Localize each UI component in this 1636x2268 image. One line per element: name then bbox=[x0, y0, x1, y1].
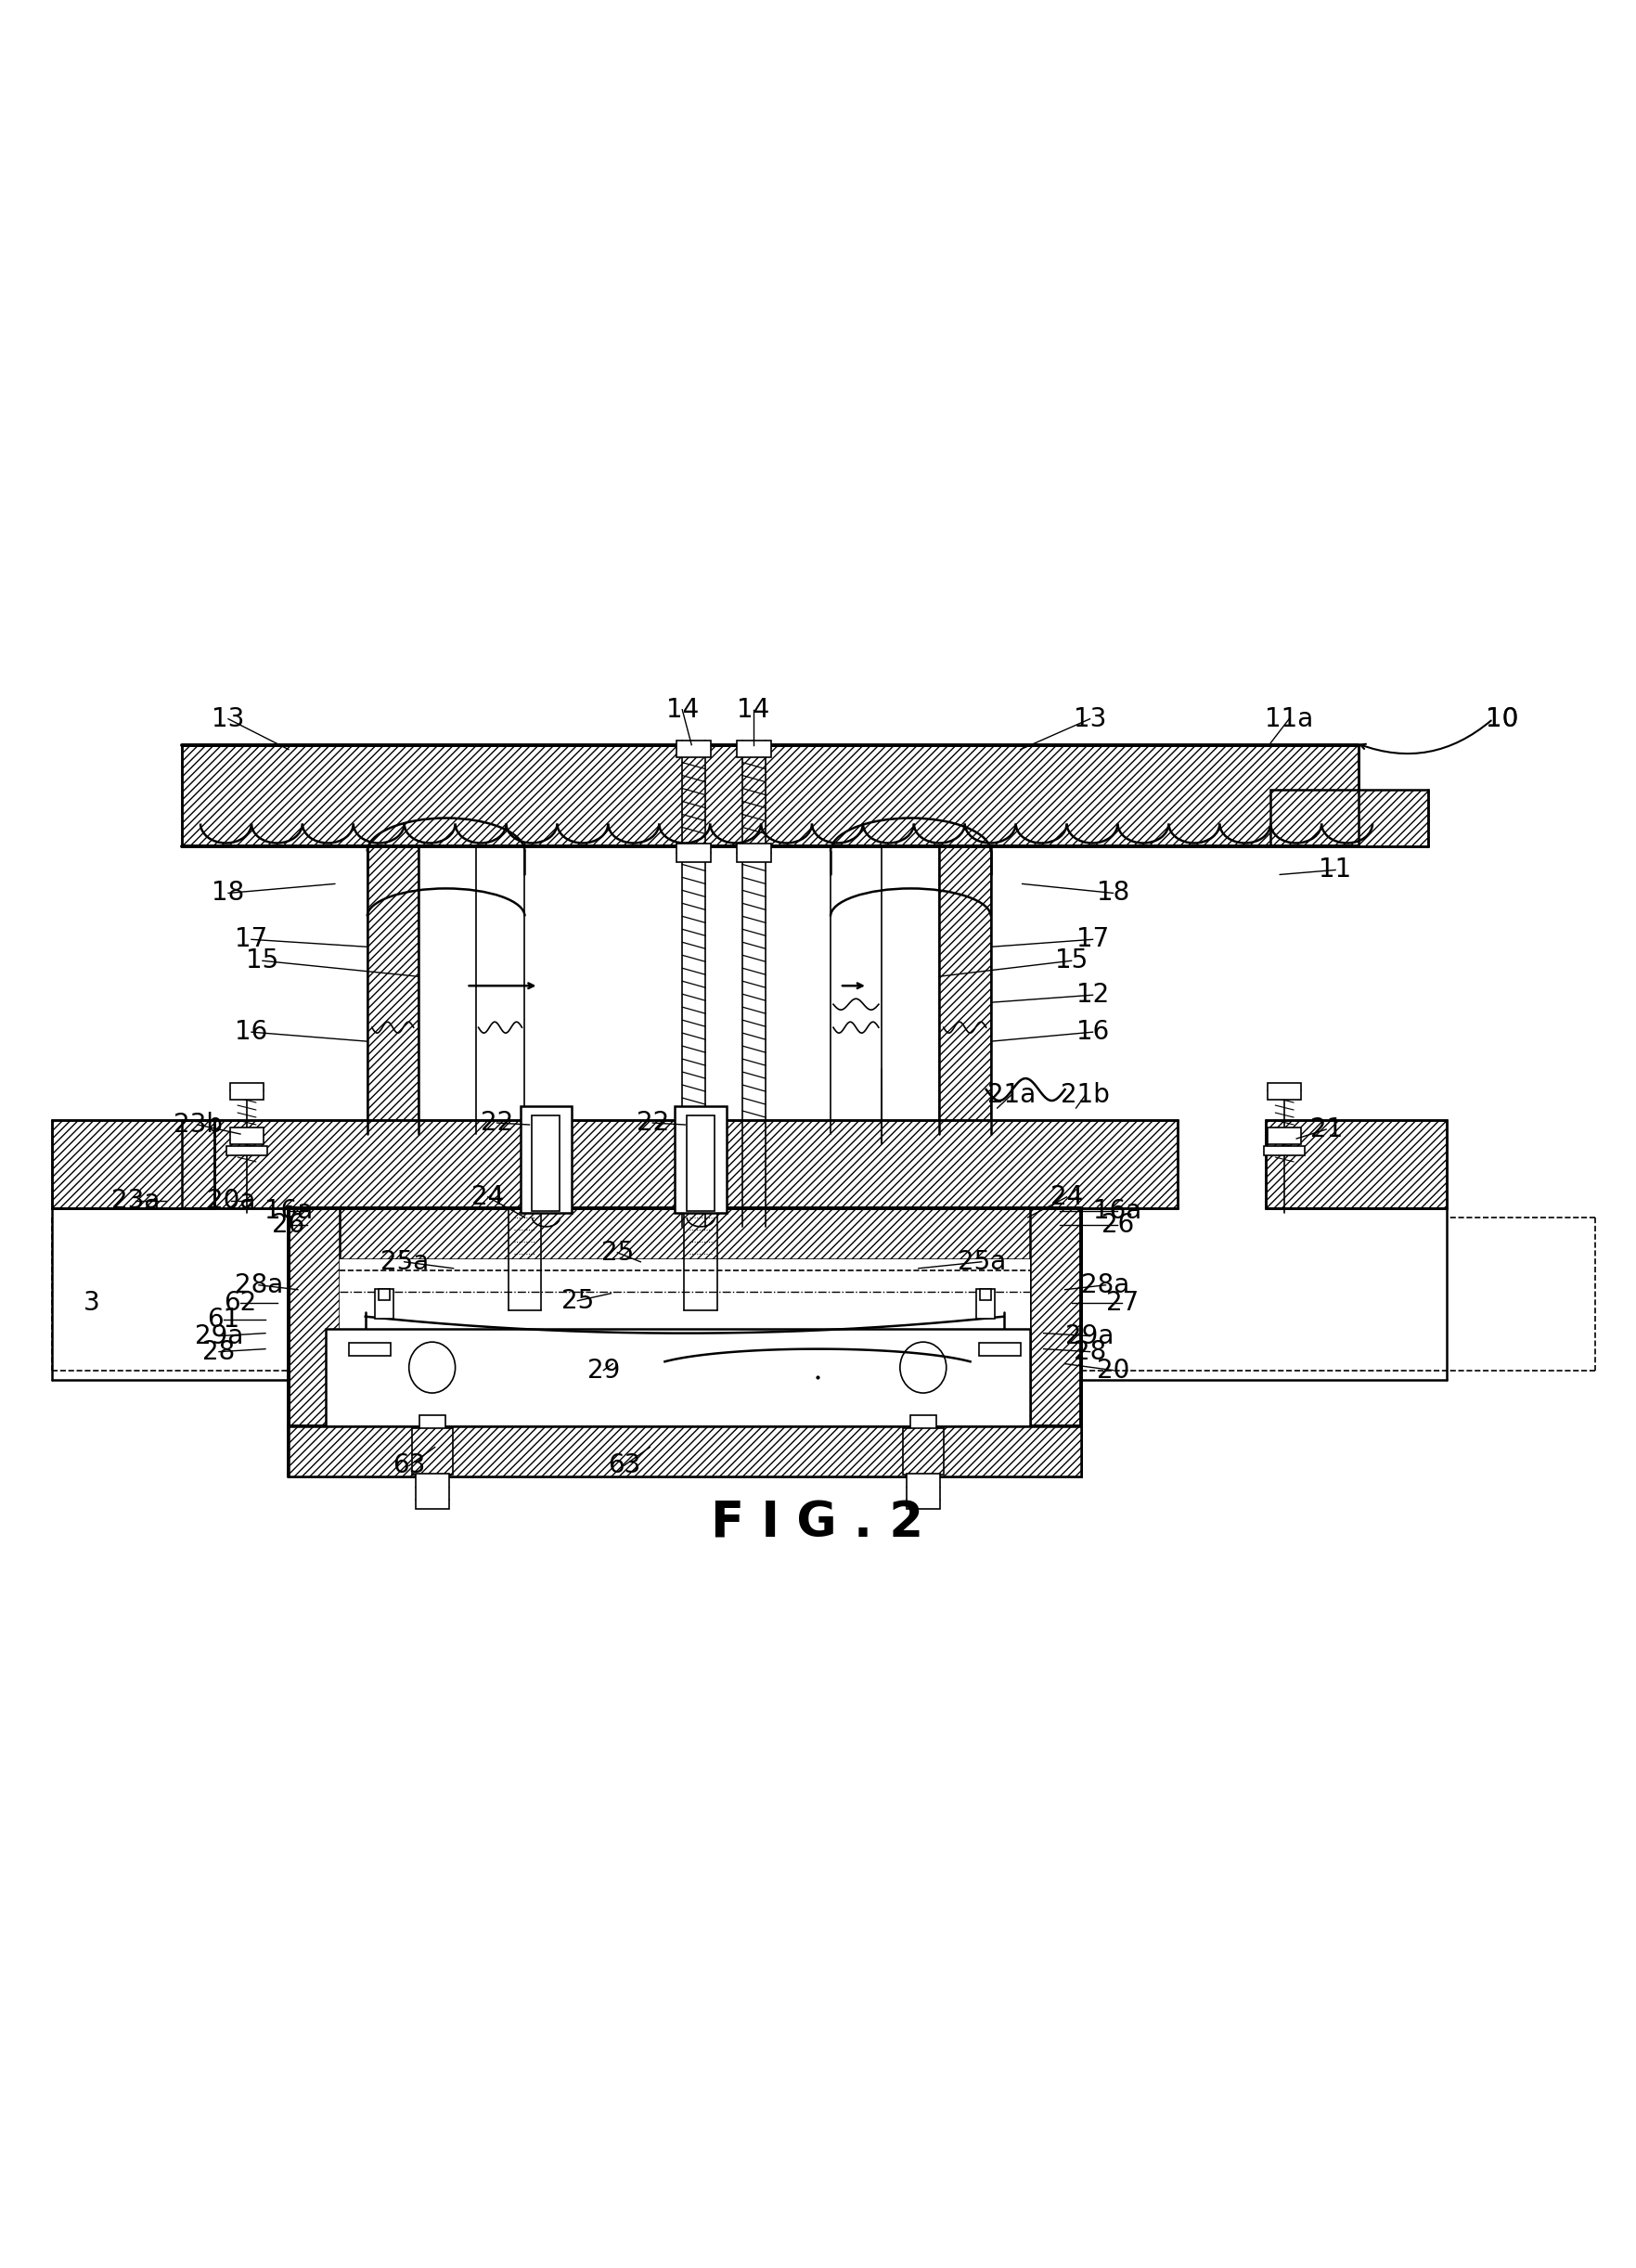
Text: 18: 18 bbox=[1096, 880, 1129, 907]
Bar bbox=[419, 1415, 445, 1440]
Text: 11: 11 bbox=[1319, 857, 1351, 882]
Bar bbox=[378, 1288, 389, 1300]
Text: 63: 63 bbox=[393, 1454, 425, 1479]
Text: 27: 27 bbox=[1106, 1290, 1139, 1315]
Text: 15: 15 bbox=[245, 948, 278, 973]
Text: 14: 14 bbox=[666, 696, 699, 723]
Bar bbox=[677, 739, 712, 758]
Text: 61: 61 bbox=[208, 1306, 240, 1331]
Text: F I G . 2: F I G . 2 bbox=[712, 1499, 924, 1547]
Text: 16: 16 bbox=[236, 1018, 268, 1046]
Bar bbox=[736, 739, 771, 758]
Text: 63: 63 bbox=[607, 1454, 640, 1479]
Text: 17: 17 bbox=[1076, 925, 1109, 953]
Bar bbox=[1271, 789, 1428, 846]
Text: 23b: 23b bbox=[173, 1111, 222, 1139]
Text: 15: 15 bbox=[1055, 948, 1088, 973]
Text: 62: 62 bbox=[224, 1290, 257, 1315]
Text: 28a: 28a bbox=[1081, 1272, 1130, 1297]
Text: 28a: 28a bbox=[234, 1272, 283, 1297]
Text: 25: 25 bbox=[561, 1288, 594, 1313]
Bar bbox=[1266, 1120, 1446, 1209]
Bar bbox=[226, 1145, 267, 1154]
Text: 26: 26 bbox=[1101, 1211, 1134, 1238]
Bar bbox=[231, 1127, 263, 1143]
Text: 20a: 20a bbox=[206, 1188, 255, 1213]
Bar bbox=[1268, 1127, 1301, 1143]
Text: 24: 24 bbox=[1050, 1184, 1083, 1211]
Text: 14: 14 bbox=[738, 696, 771, 723]
Bar bbox=[288, 1209, 339, 1476]
Bar bbox=[687, 1116, 715, 1211]
Text: 21: 21 bbox=[1310, 1116, 1343, 1143]
Bar bbox=[326, 1329, 1029, 1427]
Bar bbox=[366, 846, 419, 1139]
Bar bbox=[520, 1107, 573, 1213]
Text: 12: 12 bbox=[1076, 982, 1109, 1007]
Bar bbox=[677, 844, 712, 862]
Bar bbox=[288, 1209, 1081, 1259]
Bar bbox=[231, 1084, 263, 1100]
Bar bbox=[339, 1259, 1029, 1427]
Bar bbox=[375, 1288, 393, 1318]
Text: 28: 28 bbox=[1073, 1338, 1106, 1365]
Bar bbox=[288, 1427, 1081, 1476]
Bar bbox=[182, 1120, 1178, 1209]
Text: 3: 3 bbox=[83, 1290, 100, 1315]
Text: 21a: 21a bbox=[987, 1082, 1036, 1109]
Text: 25: 25 bbox=[600, 1241, 633, 1266]
Bar bbox=[903, 1429, 944, 1474]
Text: 16a: 16a bbox=[265, 1198, 312, 1225]
Text: 29a: 29a bbox=[195, 1322, 244, 1349]
Bar bbox=[1268, 1084, 1301, 1100]
Bar bbox=[906, 1474, 939, 1508]
Bar bbox=[978, 1343, 1021, 1356]
Text: 28: 28 bbox=[203, 1338, 236, 1365]
Bar bbox=[52, 1120, 214, 1209]
Text: 25a: 25a bbox=[957, 1250, 1006, 1275]
Bar bbox=[532, 1116, 560, 1211]
Text: 25a: 25a bbox=[380, 1250, 429, 1275]
Bar bbox=[736, 844, 771, 862]
Text: 16a: 16a bbox=[1093, 1198, 1142, 1225]
Text: 26: 26 bbox=[272, 1211, 304, 1238]
Text: 23a: 23a bbox=[111, 1188, 160, 1213]
Text: 21b: 21b bbox=[1060, 1082, 1109, 1109]
Text: 29a: 29a bbox=[1065, 1322, 1114, 1349]
Bar bbox=[939, 846, 991, 1139]
Text: 24: 24 bbox=[471, 1184, 504, 1211]
Bar bbox=[416, 1474, 448, 1508]
Text: 18: 18 bbox=[213, 880, 245, 907]
Bar bbox=[288, 1427, 1081, 1476]
Text: 22: 22 bbox=[636, 1109, 669, 1136]
Text: 22: 22 bbox=[481, 1109, 514, 1136]
Bar bbox=[977, 1288, 995, 1318]
Bar bbox=[1029, 1209, 1081, 1476]
Bar bbox=[910, 1415, 936, 1440]
Bar bbox=[980, 1288, 991, 1300]
Text: 16: 16 bbox=[1076, 1018, 1109, 1046]
Text: 20: 20 bbox=[1096, 1356, 1129, 1383]
Bar bbox=[1265, 1145, 1306, 1154]
Text: 17: 17 bbox=[236, 925, 268, 953]
Bar bbox=[182, 744, 1358, 846]
Text: 13: 13 bbox=[213, 705, 245, 733]
Text: 11a: 11a bbox=[1265, 705, 1314, 733]
Text: 13: 13 bbox=[1073, 705, 1106, 733]
Bar bbox=[676, 1107, 726, 1213]
Bar bbox=[348, 1343, 391, 1356]
Text: 29: 29 bbox=[587, 1356, 620, 1383]
Text: 10: 10 bbox=[1485, 705, 1518, 733]
Text: 10: 10 bbox=[1485, 705, 1518, 733]
Bar bbox=[412, 1429, 453, 1474]
